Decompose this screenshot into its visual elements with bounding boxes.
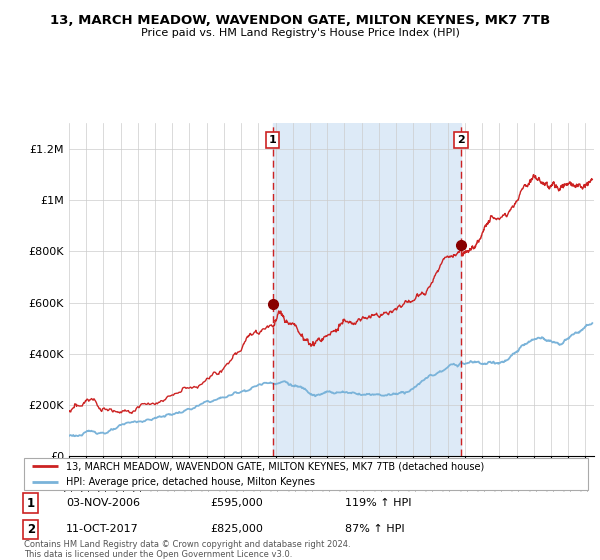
Text: 03-NOV-2006: 03-NOV-2006 bbox=[66, 498, 140, 508]
Text: Contains HM Land Registry data © Crown copyright and database right 2024.
This d: Contains HM Land Registry data © Crown c… bbox=[24, 540, 350, 559]
Text: £825,000: £825,000 bbox=[210, 525, 263, 534]
FancyBboxPatch shape bbox=[24, 458, 588, 490]
Text: 13, MARCH MEADOW, WAVENDON GATE, MILTON KEYNES, MK7 7TB (detached house): 13, MARCH MEADOW, WAVENDON GATE, MILTON … bbox=[66, 461, 485, 472]
Text: Price paid vs. HM Land Registry's House Price Index (HPI): Price paid vs. HM Land Registry's House … bbox=[140, 28, 460, 38]
Bar bbox=[273, 123, 461, 456]
Text: 87% ↑ HPI: 87% ↑ HPI bbox=[346, 525, 405, 534]
Text: 11-OCT-2017: 11-OCT-2017 bbox=[66, 525, 139, 534]
Text: 2: 2 bbox=[27, 523, 35, 536]
Text: 13, MARCH MEADOW, WAVENDON GATE, MILTON KEYNES, MK7 7TB: 13, MARCH MEADOW, WAVENDON GATE, MILTON … bbox=[50, 14, 550, 27]
Text: 1: 1 bbox=[269, 135, 277, 145]
Text: £595,000: £595,000 bbox=[210, 498, 263, 508]
Text: 2: 2 bbox=[457, 135, 465, 145]
Text: 119% ↑ HPI: 119% ↑ HPI bbox=[346, 498, 412, 508]
Text: HPI: Average price, detached house, Milton Keynes: HPI: Average price, detached house, Milt… bbox=[66, 477, 316, 487]
Text: 1: 1 bbox=[27, 497, 35, 510]
